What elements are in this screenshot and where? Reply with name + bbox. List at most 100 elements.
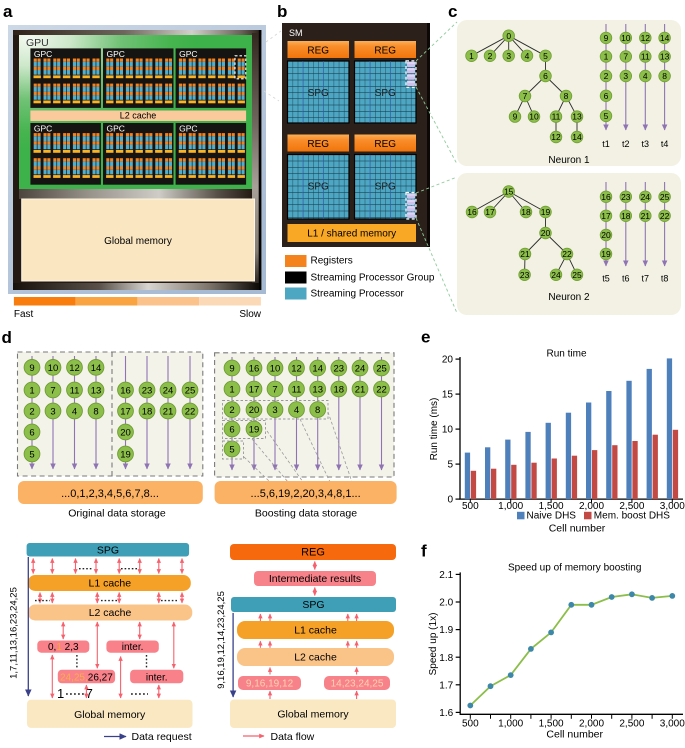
- svg-text:e: e: [421, 328, 430, 347]
- svg-text:5: 5: [29, 449, 34, 460]
- svg-text:Naive DHS: Naive DHS: [527, 511, 577, 522]
- svg-text:20: 20: [249, 405, 260, 416]
- svg-text:t8: t8: [661, 274, 669, 284]
- svg-text:9: 9: [229, 363, 234, 374]
- svg-text:19: 19: [120, 449, 131, 460]
- svg-text:REG: REG: [374, 139, 396, 150]
- svg-text:0: 0: [506, 31, 511, 41]
- svg-text:REG: REG: [301, 547, 325, 559]
- svg-text:c: c: [448, 2, 457, 21]
- svg-text:22: 22: [185, 406, 196, 417]
- svg-text:Speed up (1x): Speed up (1x): [428, 613, 439, 676]
- svg-text:14: 14: [572, 132, 582, 142]
- svg-text:1.9: 1.9: [439, 625, 453, 636]
- svg-text:GPU: GPU: [26, 37, 49, 49]
- svg-text:SPG: SPG: [375, 88, 396, 99]
- svg-text:16: 16: [467, 207, 477, 217]
- svg-text:19: 19: [249, 424, 260, 435]
- svg-text:10: 10: [48, 363, 59, 374]
- svg-text:1: 1: [57, 686, 64, 701]
- svg-text:2: 2: [488, 51, 493, 61]
- svg-text:8: 8: [662, 71, 667, 81]
- svg-text:17: 17: [485, 207, 495, 217]
- svg-text:3: 3: [623, 71, 628, 81]
- svg-text:24: 24: [163, 385, 174, 396]
- svg-text:21: 21: [355, 384, 366, 395]
- svg-text:4: 4: [525, 51, 530, 61]
- svg-text:L1 cache: L1 cache: [88, 578, 131, 590]
- svg-text:GPC: GPC: [107, 49, 125, 59]
- svg-text:21: 21: [641, 211, 651, 221]
- svg-text:L2 cache: L2 cache: [89, 607, 132, 619]
- svg-text:12: 12: [291, 363, 302, 374]
- svg-text:10: 10: [270, 363, 281, 374]
- svg-text:8: 8: [315, 405, 320, 416]
- svg-text:REG: REG: [374, 46, 396, 57]
- svg-text:1: 1: [229, 384, 234, 395]
- svg-text:18: 18: [334, 384, 345, 395]
- svg-text:25: 25: [185, 385, 196, 396]
- svg-text:14: 14: [91, 363, 102, 374]
- svg-text:18: 18: [621, 211, 631, 221]
- svg-text:12: 12: [69, 363, 80, 374]
- svg-text:Cell number: Cell number: [549, 523, 606, 535]
- svg-text:5: 5: [604, 111, 609, 121]
- svg-text:23: 23: [142, 385, 153, 396]
- svg-text:7: 7: [272, 384, 277, 395]
- svg-text:15: 15: [504, 187, 514, 197]
- svg-text:t3: t3: [642, 139, 650, 149]
- svg-text:6: 6: [229, 424, 234, 435]
- svg-text:1.6: 1.6: [439, 708, 453, 719]
- svg-text:1.8: 1.8: [439, 653, 453, 664]
- svg-text:500: 500: [462, 501, 479, 512]
- svg-text:11: 11: [552, 112, 561, 122]
- svg-text:6: 6: [29, 427, 34, 438]
- svg-text:15: 15: [442, 390, 454, 401]
- svg-text:23: 23: [621, 192, 631, 202]
- svg-text:8: 8: [564, 91, 569, 101]
- svg-text:6: 6: [604, 91, 609, 101]
- svg-text:Speed up of memory boosting: Speed up of memory boosting: [508, 563, 641, 574]
- svg-text:500: 500: [462, 719, 479, 730]
- svg-text:8: 8: [93, 406, 98, 417]
- svg-text:GPC: GPC: [107, 124, 125, 134]
- svg-text:1,000: 1,000: [498, 501, 523, 512]
- svg-text:Data request: Data request: [132, 731, 192, 743]
- svg-text:3: 3: [272, 405, 277, 416]
- svg-text:20: 20: [541, 228, 551, 238]
- svg-text:24: 24: [551, 270, 561, 280]
- svg-text:24: 24: [355, 363, 366, 374]
- svg-text:7: 7: [523, 91, 528, 101]
- svg-text:Run time: Run time: [546, 349, 586, 360]
- svg-text:23: 23: [520, 270, 530, 280]
- svg-text:GPC: GPC: [179, 124, 197, 134]
- svg-text:12: 12: [551, 132, 561, 142]
- svg-text:22: 22: [660, 211, 670, 221]
- svg-text:18: 18: [142, 406, 153, 417]
- svg-text:1: 1: [469, 51, 474, 61]
- svg-text:Fast: Fast: [14, 309, 34, 320]
- svg-text:Global memory: Global memory: [74, 709, 146, 721]
- svg-text:1: 1: [29, 385, 34, 396]
- svg-text:t1: t1: [602, 139, 610, 149]
- svg-text:1.7: 1.7: [439, 680, 453, 691]
- svg-text:Cell number: Cell number: [546, 729, 603, 741]
- svg-text:9,16,19,12,14,23,24,25: 9,16,19,12,14,23,24,25: [216, 591, 227, 689]
- svg-text:REG: REG: [307, 139, 329, 150]
- svg-text:SM: SM: [289, 28, 303, 38]
- svg-text:L2 cache: L2 cache: [120, 111, 157, 121]
- svg-text:19: 19: [541, 207, 551, 217]
- svg-text:Global memory: Global memory: [277, 709, 349, 721]
- svg-text:5: 5: [543, 51, 548, 61]
- svg-text:2.0: 2.0: [439, 598, 453, 609]
- svg-text:Registers: Registers: [311, 256, 353, 267]
- svg-text:2: 2: [604, 71, 609, 81]
- svg-text:25: 25: [660, 192, 670, 202]
- svg-text:13: 13: [312, 384, 323, 395]
- svg-text:Data flow: Data flow: [271, 731, 315, 743]
- svg-text:SPG: SPG: [375, 182, 396, 193]
- svg-text:SPG: SPG: [97, 544, 119, 556]
- svg-text:1,000: 1,000: [498, 719, 523, 730]
- svg-text:25: 25: [572, 270, 582, 280]
- svg-text:3: 3: [50, 406, 55, 417]
